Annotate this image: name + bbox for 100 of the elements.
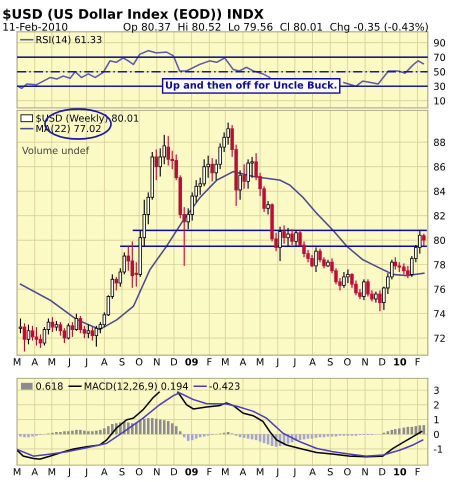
legend-label: 0.618	[36, 382, 63, 390]
candlestick	[294, 230, 298, 247]
y-tick-label: 78	[434, 261, 446, 268]
bar	[242, 434, 246, 438]
candlestick	[282, 224, 286, 244]
legend-label: -0.423	[209, 382, 240, 390]
legend-label: MACD(12,26,9) 0.194	[84, 382, 188, 391]
x-tick-label: A	[101, 468, 108, 476]
y-tick-label: 76	[434, 286, 446, 293]
x-tick-label: 09	[185, 358, 198, 366]
candlestick	[86, 324, 90, 339]
bar	[250, 434, 254, 440]
candlestick	[242, 164, 246, 190]
y-tick-label: -1	[434, 446, 442, 453]
candlestick	[422, 233, 426, 246]
bar	[139, 420, 142, 434]
x-tick-label: D	[171, 358, 178, 366]
bar	[194, 434, 198, 439]
candlestick	[30, 325, 34, 342]
y-tick-label: 1	[434, 416, 439, 424]
bar	[394, 429, 397, 434]
x-tick-label: D	[379, 358, 386, 366]
candlestick	[94, 325, 98, 348]
candlestick	[210, 158, 214, 182]
bar	[71, 430, 74, 434]
bar	[314, 434, 318, 438]
y-tick-label: 3	[434, 386, 439, 394]
bar	[162, 420, 166, 434]
x-tick-label: F	[207, 358, 212, 366]
bar	[406, 426, 410, 434]
x-tick-label: 10	[394, 358, 406, 366]
x-tick-label: J	[292, 358, 296, 368]
bar	[310, 434, 314, 439]
bar	[238, 434, 242, 438]
bar	[174, 426, 178, 434]
x-tick-label: 09	[185, 468, 198, 476]
y-tick-label: 72	[434, 334, 445, 342]
bar	[190, 434, 194, 440]
candlestick	[70, 322, 74, 338]
candlestick	[134, 262, 138, 288]
candlestick	[58, 322, 62, 336]
y-tick-label: 84	[434, 188, 446, 196]
y-tick-label: 0	[434, 430, 439, 438]
bar	[107, 426, 110, 434]
x-tick-label: A	[309, 358, 316, 366]
x-tick-label: J	[276, 468, 278, 478]
candlestick	[378, 290, 382, 312]
x-tick-label: S	[328, 358, 333, 366]
candlestick	[286, 227, 290, 247]
x-tick-label: N	[154, 468, 160, 476]
bar	[246, 434, 250, 439]
candlestick	[310, 254, 314, 268]
x-tick-label: O	[344, 358, 351, 366]
bar	[150, 418, 154, 434]
x-tick-label: M	[256, 468, 264, 476]
x-tick-label: A	[101, 358, 108, 366]
bar	[154, 418, 158, 434]
bar	[414, 426, 418, 434]
candlestick	[154, 149, 158, 181]
y-tick-label: 74	[434, 310, 446, 318]
candlestick	[26, 324, 30, 345]
bar	[298, 434, 302, 440]
bar	[170, 423, 174, 434]
x-tick-label: D	[171, 468, 178, 476]
x-tick-label: O	[344, 468, 351, 476]
x-tick-label: J	[68, 468, 70, 478]
candlestick	[22, 322, 26, 352]
candlestick	[346, 268, 350, 284]
x-tick-label: F	[416, 468, 420, 476]
bar	[142, 418, 146, 434]
candlestick	[130, 240, 134, 288]
candlestick	[362, 278, 366, 301]
bar	[266, 434, 270, 445]
candlestick	[342, 271, 346, 288]
candlestick	[74, 313, 78, 332]
y-tick-label: 10	[434, 97, 446, 105]
bar	[95, 430, 98, 434]
candlestick	[250, 156, 254, 178]
x-tick-label: A	[31, 468, 38, 476]
y-tick-label: 88	[434, 138, 446, 146]
y-tick-label: 82	[434, 212, 445, 220]
chart-subtitle: 11-Feb-2010	[3, 22, 68, 31]
bar	[83, 430, 86, 434]
candlestick	[374, 291, 378, 304]
candlestick	[246, 158, 250, 190]
bar	[322, 434, 326, 438]
y-tick-label: 90	[434, 39, 446, 47]
bar	[158, 420, 162, 434]
x-tick-label: J	[84, 468, 88, 478]
bar	[302, 434, 306, 440]
bar	[318, 434, 322, 438]
x-tick-label: M	[48, 358, 56, 366]
candlestick	[166, 136, 170, 166]
x-tick-label: M	[14, 358, 20, 366]
bar	[103, 428, 106, 434]
x-tick-label: J	[276, 358, 278, 368]
x-tick-label: N	[362, 468, 368, 476]
x-tick-label: F	[416, 358, 420, 366]
bar	[198, 434, 202, 438]
x-tick-label: S	[120, 358, 125, 366]
